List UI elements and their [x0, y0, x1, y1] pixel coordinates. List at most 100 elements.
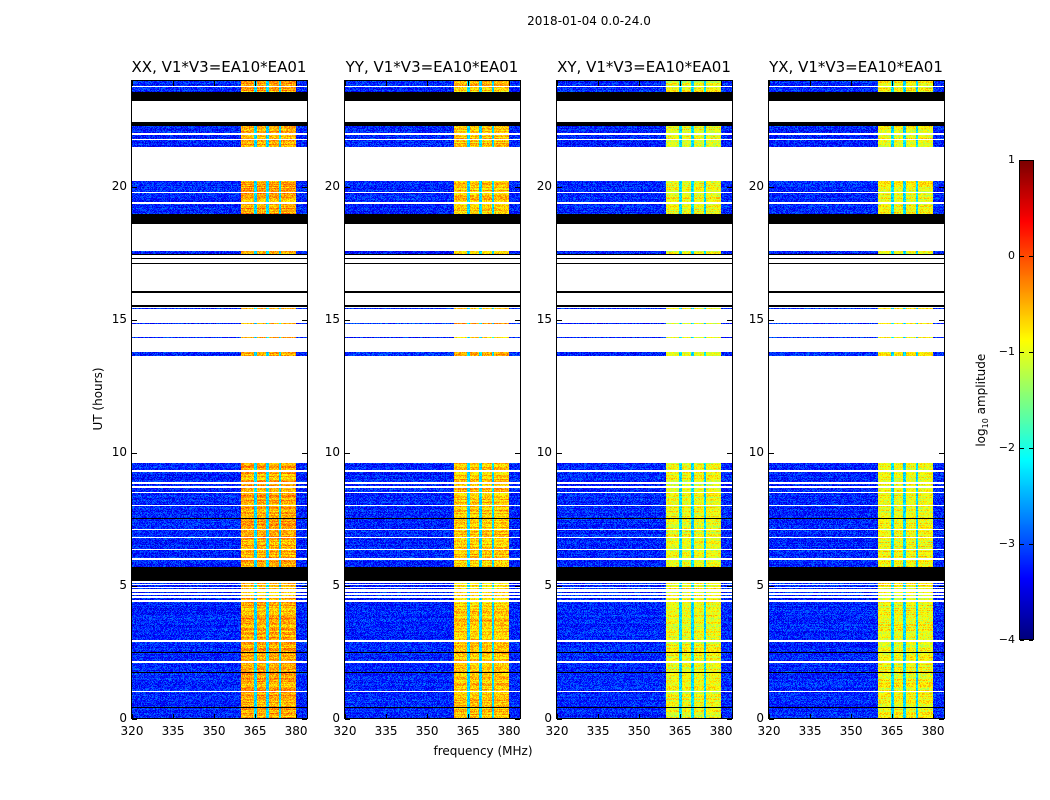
x-tick-label: 350 — [202, 724, 226, 738]
colorbar-tick-mark — [1020, 160, 1024, 161]
colorbar-tick-mark — [1020, 448, 1024, 449]
x-tick-mark — [468, 714, 470, 719]
y-tick-mark — [345, 719, 350, 720]
x-tick-mark — [598, 81, 600, 86]
x-tick-mark — [132, 714, 133, 719]
y-tick-mark — [345, 186, 350, 188]
y-tick-mark — [302, 186, 307, 188]
y-tick-mark — [302, 585, 307, 587]
y-tick-mark — [769, 452, 774, 454]
colorbar-tick-label: −2 — [998, 441, 1015, 454]
x-tick-mark — [345, 714, 346, 719]
colorbar-tick-mark — [1029, 544, 1033, 545]
y-tick-mark — [132, 719, 137, 720]
y-tick-mark — [515, 452, 520, 454]
y-tick-mark — [132, 319, 137, 321]
x-tick-mark — [851, 714, 853, 719]
x-tick-mark — [509, 81, 511, 86]
x-tick-label: 365 — [880, 724, 904, 738]
x-tick-label: 335 — [586, 724, 610, 738]
x-tick-mark — [769, 81, 770, 86]
y-tick-label: 20 — [324, 178, 340, 193]
y-tick-mark — [345, 319, 350, 321]
y-tick-label: 15 — [111, 311, 127, 326]
y-tick-mark — [132, 186, 137, 188]
colorbar-gradient — [1020, 161, 1033, 639]
x-tick-mark — [386, 81, 388, 86]
y-tick-mark — [939, 585, 944, 587]
y-tick-label: 0 — [756, 711, 764, 725]
x-tick-mark — [214, 714, 216, 719]
y-tick-mark — [515, 186, 520, 188]
panel-title: XX, V1*V3=EA10*EA01 — [131, 58, 307, 76]
y-tick-mark — [727, 319, 732, 321]
x-tick-label: 350 — [839, 724, 863, 738]
x-tick-mark — [680, 714, 682, 719]
x-tick-mark — [680, 81, 682, 86]
y-tick-mark — [769, 585, 774, 587]
x-tick-label: 380 — [921, 724, 945, 738]
y-tick-mark — [302, 719, 307, 720]
heatmap-canvas — [132, 81, 307, 718]
colorbar-tick-label: 0 — [1008, 249, 1015, 262]
y-tick-mark — [939, 452, 944, 454]
colorbar-tick-mark — [1029, 448, 1033, 449]
x-tick-mark — [468, 81, 470, 86]
y-tick-mark — [132, 452, 137, 454]
x-tick-label: 350 — [627, 724, 651, 738]
y-tick-mark — [132, 585, 137, 587]
y-tick-mark — [939, 186, 944, 188]
x-tick-mark — [345, 81, 346, 86]
x-tick-mark — [173, 81, 175, 86]
y-tick-label: 0 — [544, 711, 552, 725]
heatmap-panel — [131, 80, 308, 719]
x-tick-label: 335 — [161, 724, 185, 738]
heatmap-canvas — [769, 81, 944, 718]
y-tick-mark — [939, 319, 944, 321]
colorbar-tick-label: −1 — [998, 345, 1015, 358]
panel-title: XY, V1*V3=EA10*EA01 — [557, 58, 731, 76]
x-tick-mark — [810, 81, 812, 86]
y-tick-mark — [515, 719, 520, 720]
y-tick-label: 15 — [536, 311, 552, 326]
heatmap-panel — [344, 80, 521, 719]
panel-title: YX, V1*V3=EA10*EA01 — [769, 58, 943, 76]
x-tick-mark — [933, 714, 935, 719]
colorbar — [1019, 160, 1034, 640]
y-tick-label: 0 — [332, 711, 340, 725]
x-tick-label: 320 — [120, 724, 144, 738]
x-tick-label: 365 — [668, 724, 692, 738]
colorbar-tick-label: 1 — [1008, 153, 1015, 166]
heatmap-panel — [556, 80, 733, 719]
x-tick-mark — [598, 714, 600, 719]
x-tick-label: 320 — [333, 724, 357, 738]
x-tick-mark — [810, 714, 812, 719]
y-tick-label: 20 — [536, 178, 552, 193]
colorbar-tick-mark — [1020, 256, 1024, 257]
y-tick-label: 20 — [111, 178, 127, 193]
heatmap-panel — [768, 80, 945, 719]
x-tick-mark — [427, 714, 429, 719]
y-tick-label: 10 — [324, 444, 340, 459]
y-tick-label: 15 — [748, 311, 764, 326]
y-tick-label: 15 — [324, 311, 340, 326]
x-tick-label: 320 — [757, 724, 781, 738]
x-tick-mark — [132, 81, 133, 86]
x-tick-mark — [639, 81, 641, 86]
x-tick-label: 380 — [284, 724, 308, 738]
y-tick-mark — [557, 452, 562, 454]
y-tick-label: 5 — [332, 577, 340, 592]
y-tick-label: 10 — [536, 444, 552, 459]
y-tick-mark — [769, 719, 774, 720]
y-tick-mark — [727, 585, 732, 587]
y-tick-mark — [515, 319, 520, 321]
x-tick-label: 380 — [497, 724, 521, 738]
x-tick-label: 320 — [545, 724, 569, 738]
x-tick-label: 380 — [709, 724, 733, 738]
x-tick-mark — [296, 81, 298, 86]
colorbar-tick-label: −4 — [998, 633, 1015, 646]
x-tick-mark — [892, 81, 894, 86]
colorbar-tick-label: −3 — [998, 537, 1015, 550]
x-tick-mark — [721, 81, 723, 86]
figure-title: 2018-01-04 0.0-24.0 — [527, 14, 651, 28]
